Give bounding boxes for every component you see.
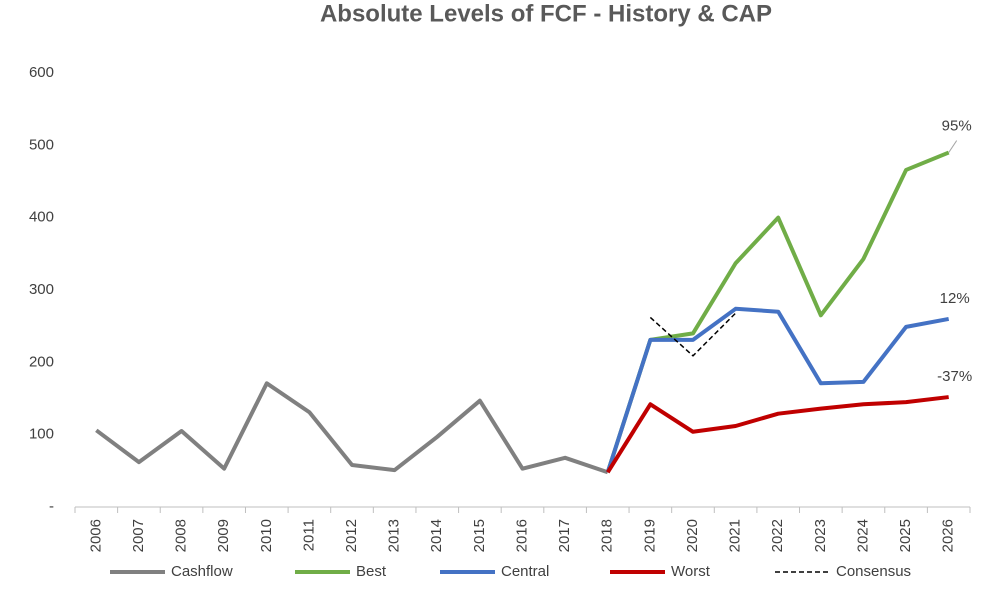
x-tick-label: 2013 [386, 519, 403, 552]
x-tick-label: 2019 [641, 519, 658, 552]
end-label: -37% [937, 368, 972, 385]
y-tick-label: - [49, 498, 54, 515]
x-tick-label: 2026 [940, 519, 957, 552]
series-line [605, 306, 950, 473]
x-tick-label: 2024 [854, 519, 871, 552]
y-tick-label: 300 [29, 281, 54, 298]
series-line [605, 150, 950, 473]
end-label: 12% [940, 290, 970, 307]
x-tick-label: 2015 [471, 519, 488, 552]
end-label: 95% [942, 118, 972, 135]
x-tick-label: 2007 [130, 519, 147, 552]
chart-title: Absolute Levels of FCF - History & CAP [320, 0, 772, 27]
x-tick-label: 2021 [727, 519, 744, 552]
x-tick-label: 2023 [812, 519, 829, 552]
x-tick-label: 2014 [428, 519, 445, 552]
x-tick-label: 2017 [556, 519, 573, 552]
x-tick-label: 2022 [769, 519, 786, 552]
legend-label: Best [356, 563, 387, 580]
x-tick-label: 2012 [343, 519, 360, 552]
leader-line [948, 140, 958, 153]
x-tick-label: 2020 [684, 519, 701, 552]
y-tick-label: 100 [29, 426, 54, 443]
x-tick-label: 2009 [215, 519, 232, 552]
y-tick-label: 200 [29, 353, 54, 370]
x-tick-label: 2006 [87, 519, 104, 552]
series-line [95, 381, 609, 475]
x-tick-label: 2011 [300, 519, 317, 551]
series-line [606, 395, 949, 474]
legend-label: Worst [671, 563, 711, 580]
series-line [649, 312, 737, 357]
legend-label: Cashflow [171, 563, 233, 580]
legend-label: Central [501, 563, 549, 580]
y-tick-label: 500 [29, 136, 54, 153]
x-tick-label: 2016 [513, 519, 530, 552]
y-tick-label: 600 [29, 64, 54, 81]
x-tick-label: 2018 [599, 519, 616, 552]
x-tick-label: 2025 [897, 519, 914, 552]
x-tick-label: 2008 [173, 519, 190, 552]
y-tick-label: 400 [29, 209, 54, 226]
legend-label: Consensus [836, 563, 911, 580]
x-tick-label: 2010 [258, 519, 275, 552]
